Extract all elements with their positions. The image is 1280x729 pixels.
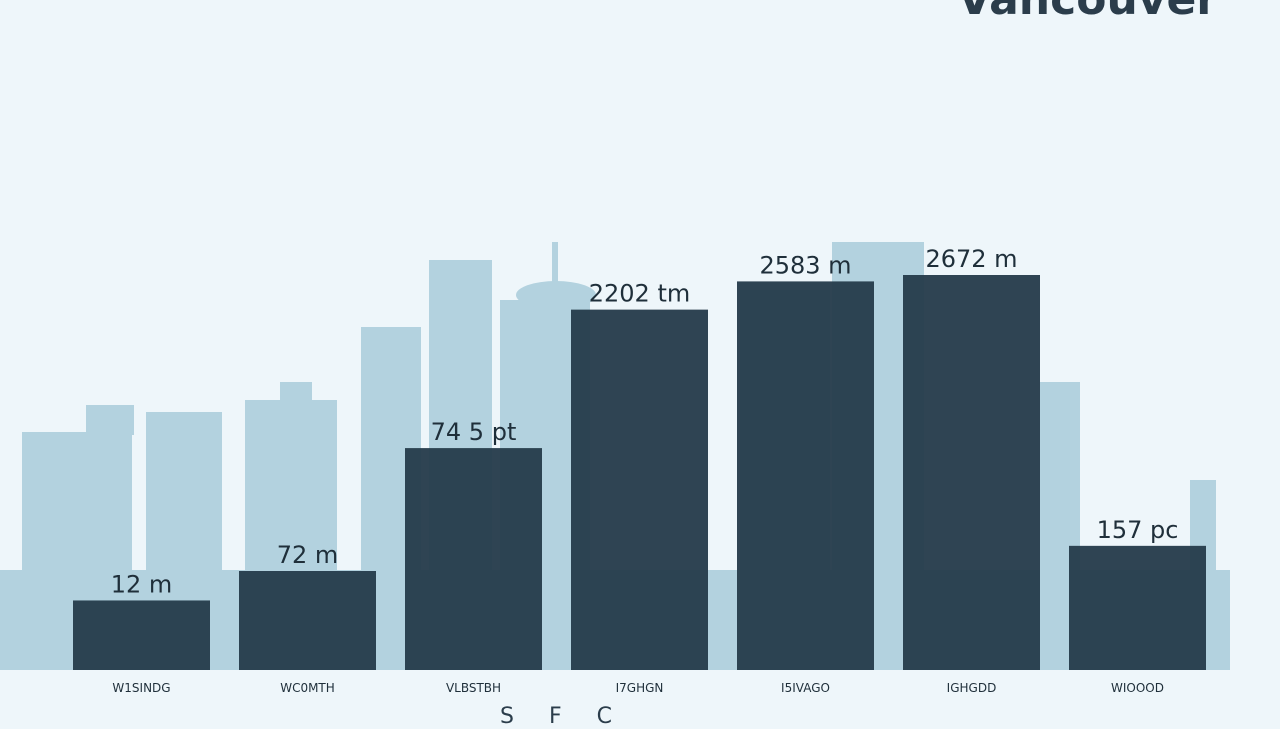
x-tick-label-2: WC0MTH (280, 681, 335, 695)
bar-6 (903, 275, 1040, 670)
data-label-2: 72 m (277, 541, 339, 569)
bar-1 (73, 600, 210, 670)
chart-title: Vancouver (957, 0, 1218, 25)
data-label-7: 157 pc (1097, 516, 1179, 544)
x-tick-label-4: I7GHGN (616, 681, 664, 695)
bar-3 (405, 448, 542, 670)
data-label-4: 2202 tm (589, 280, 691, 308)
data-label-group: 12 m 72 m 74 5 pt 2202 tm 2583 m 2672 m 157 pc (111, 245, 1179, 598)
bar-2 (239, 571, 376, 670)
data-label-1: 12 m (111, 570, 173, 598)
bar-5 (737, 281, 874, 670)
bar-group (73, 275, 1206, 670)
x-tick-label-3: VLBSTBH (446, 681, 501, 695)
x-tick-label-6: IGHGDD (947, 681, 997, 695)
x-tick-label-5: I5IVAGO (781, 681, 830, 695)
data-label-6: 2672 m (925, 245, 1017, 273)
x-axis-tick-group: W1SINDG WC0MTH VLBSTBH I7GHGN I5IVAGO IGHGDD W… (112, 681, 1164, 695)
data-label-5: 2583 m (759, 251, 851, 279)
footer-caption: S F C (500, 704, 626, 729)
x-tick-label-7: WIOOOD (1111, 681, 1164, 695)
bar-4 (571, 309, 708, 670)
x-tick-label-1: W1SINDG (112, 681, 170, 695)
data-label-3: 74 5 pt (431, 418, 517, 446)
bar-7 (1069, 545, 1206, 670)
